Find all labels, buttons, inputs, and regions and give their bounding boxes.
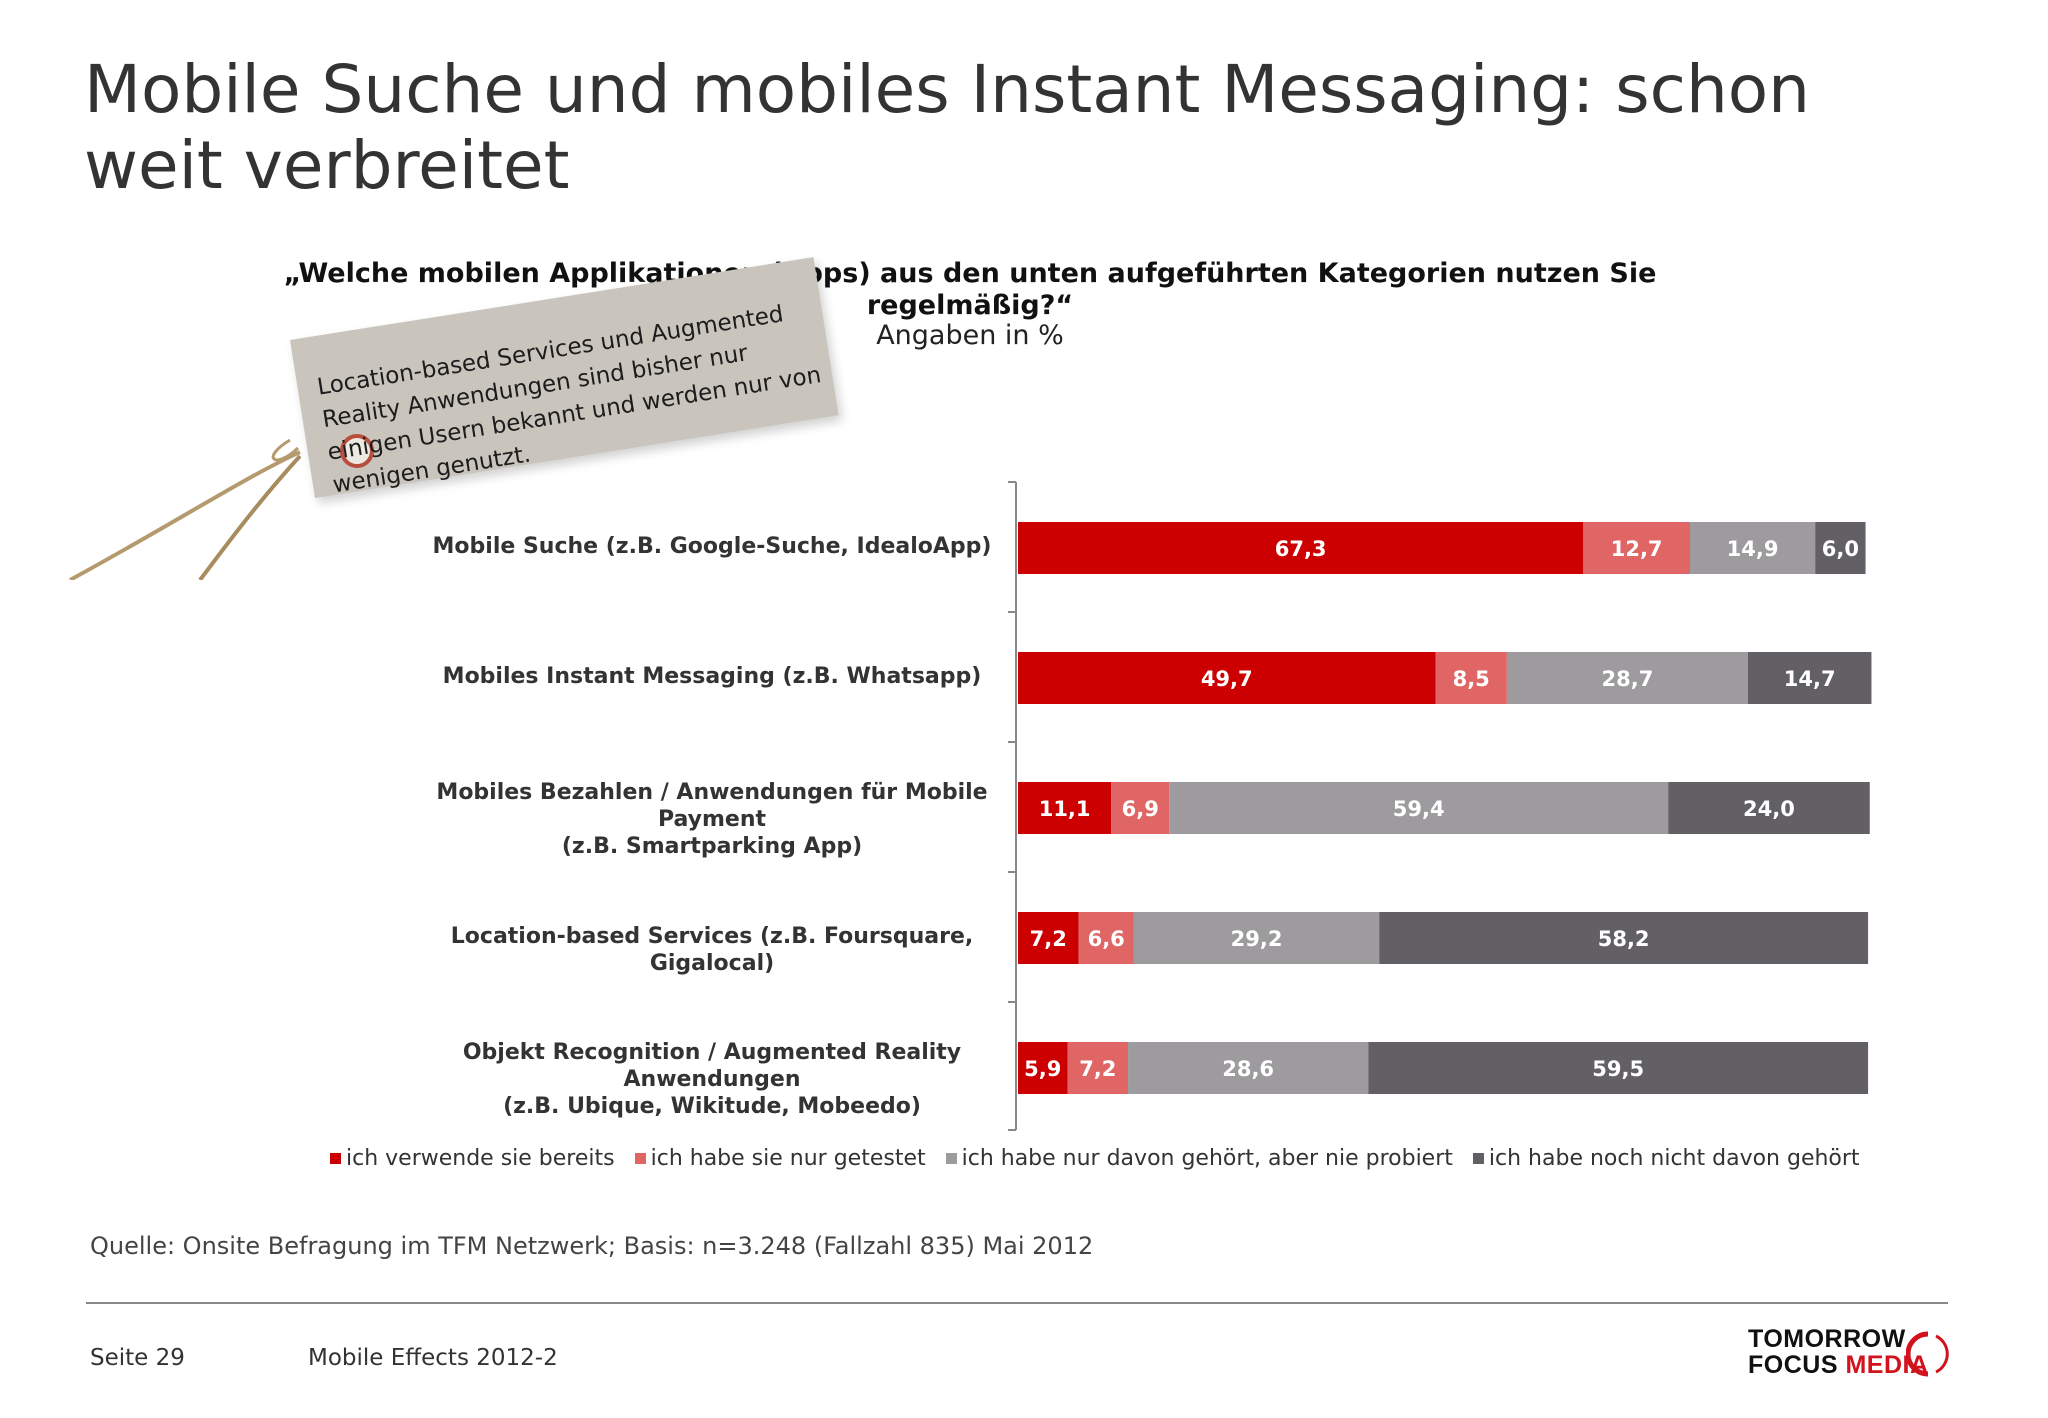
category-label-line: (z.B. Ubique, Wikitude, Mobeedo): [503, 1094, 921, 1119]
bar-segment: [1815, 522, 1866, 574]
legend-item: ich habe nur davon gehört, aber nie prob…: [945, 1146, 1453, 1171]
bar-segment: [1067, 1042, 1129, 1094]
data-label: 6,0: [1822, 537, 1859, 561]
page-number: Seite 29: [90, 1345, 185, 1371]
bar-segment: [1435, 652, 1507, 704]
logo-mark-icon: [1906, 1331, 1949, 1377]
data-label: 14,7: [1784, 667, 1836, 691]
legend-swatch: [945, 1153, 957, 1164]
data-label: 6,9: [1122, 797, 1159, 821]
category-label-line: Mobile Suche (z.B. Google-Suche, IdealoA…: [432, 533, 992, 559]
footer-divider: [86, 1302, 1948, 1304]
legend-item: ich verwende sie bereits: [330, 1146, 615, 1171]
data-label: 14,9: [1727, 537, 1779, 561]
category-label: Mobiles Instant Messaging (z.B. Whatsapp…: [432, 663, 992, 690]
data-label: 29,2: [1231, 927, 1283, 951]
data-label: 59,5: [1592, 1057, 1644, 1081]
data-label: 8,5: [1453, 667, 1490, 691]
data-label: 28,6: [1222, 1057, 1274, 1081]
legend-swatch: [634, 1153, 646, 1164]
data-label: 58,2: [1598, 927, 1650, 951]
bar-segment: [1668, 782, 1870, 834]
category-label-line: Objekt Recognition / Augmented Reality A…: [462, 1040, 962, 1092]
legend-label: ich habe nur davon gehört, aber nie prob…: [961, 1146, 1453, 1171]
bar-segment: [1133, 912, 1380, 964]
legend-swatch: [330, 1153, 341, 1164]
bar-segment: [1018, 522, 1584, 574]
legend-item: ich habe sie nur getestet: [634, 1146, 926, 1171]
data-label: 12,7: [1611, 537, 1663, 561]
category-label-line: (z.B. Smartparking App): [561, 834, 863, 859]
bar-segment: [1368, 1042, 1869, 1094]
bar-segment: [1018, 782, 1112, 834]
bar-segment: [1690, 522, 1816, 574]
category-label-line: Mobiles Instant Messaging (z.B. Whatsapp…: [442, 663, 982, 689]
category-label-line: Location-based Services (z.B. Foursquare…: [450, 923, 974, 976]
bar-segment: [1018, 1042, 1068, 1094]
bar-segment: [1379, 912, 1869, 964]
bar-segment: [1169, 782, 1669, 834]
legend-label: ich verwende sie bereits: [346, 1146, 615, 1171]
slide-title: Mobile Suche und mobiles Instant Messagi…: [84, 51, 1810, 204]
chart-question: „Welche mobilen Applikationen (Apps) aus…: [283, 258, 1657, 321]
source-note: Quelle: Onsite Befragung im TFM Netzwerk…: [90, 1232, 1094, 1260]
bar-segment: [1128, 1042, 1369, 1094]
bar-segment: [1018, 912, 1079, 964]
logo-line-1: TOMORROW: [1748, 1325, 1906, 1353]
data-label: 24,0: [1743, 797, 1795, 821]
chart-legend: ich verwende sie bereits ich habe sie nur…: [330, 1146, 1860, 1171]
bar-segment: [1018, 652, 1436, 704]
tag-string-icon: [69, 438, 302, 580]
brand-logo: TOMORROW FOCUS MEDIA: [1748, 1326, 1929, 1378]
category-label: Mobiles Bezahlen / Anwendungen für Mobil…: [432, 779, 992, 860]
legend-item: ich habe noch nicht davon gehört: [1472, 1146, 1860, 1171]
data-label: 7,2: [1030, 927, 1067, 951]
data-label: 7,2: [1079, 1057, 1116, 1081]
bar-segment: [1111, 782, 1170, 834]
logo-line-2a: FOCUS: [1748, 1351, 1846, 1379]
category-label-line: Mobiles Bezahlen / Anwendungen für Mobil…: [436, 780, 988, 832]
chart-subtitle: Angaben in %: [876, 320, 1064, 351]
category-label: Mobile Suche (z.B. Google-Suche, IdealoA…: [432, 533, 992, 560]
legend-label: ich habe sie nur getestet: [650, 1146, 926, 1171]
data-label: 28,7: [1602, 667, 1654, 691]
data-label: 67,3: [1275, 537, 1327, 561]
data-label: 11,1: [1039, 797, 1091, 821]
paper-tag: Location-based Services und Augmented Re…: [60, 257, 860, 580]
category-label: Location-based Services (z.B. Foursquare…: [432, 923, 992, 977]
bar-segment: [1506, 652, 1748, 704]
bar-segment: [1583, 522, 1690, 574]
bar-segment: [1747, 652, 1872, 704]
data-label: 6,6: [1088, 927, 1125, 951]
legend-swatch: [1472, 1153, 1484, 1164]
data-label: 59,4: [1393, 797, 1445, 821]
tag-hole-icon: [340, 434, 374, 468]
data-label: 5,9: [1024, 1057, 1061, 1081]
document-name: Mobile Effects 2012-2: [308, 1345, 558, 1371]
bar-segment: [1078, 912, 1134, 964]
category-label: Objekt Recognition / Augmented Reality A…: [432, 1039, 992, 1120]
legend-label: ich habe noch nicht davon gehört: [1488, 1146, 1860, 1171]
data-label: 49,7: [1201, 667, 1253, 691]
